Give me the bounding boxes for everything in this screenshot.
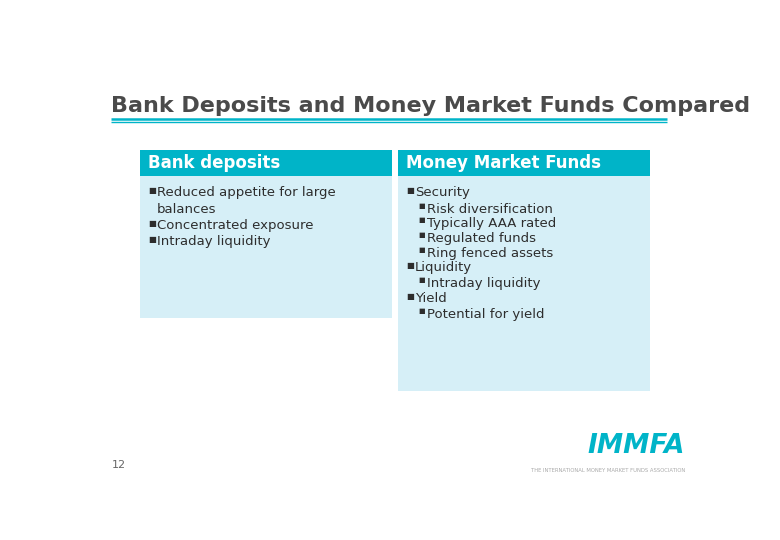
Text: Bank deposits: Bank deposits xyxy=(148,153,280,172)
Text: Bank Deposits and Money Market Funds Compared: Bank Deposits and Money Market Funds Com… xyxy=(112,96,750,116)
Text: Regulated funds: Regulated funds xyxy=(427,232,536,245)
Text: Security: Security xyxy=(415,186,470,199)
Text: ■: ■ xyxy=(418,308,425,314)
Text: ■: ■ xyxy=(406,292,414,301)
Text: Ring fenced assets: Ring fenced assets xyxy=(427,247,553,260)
Text: ■: ■ xyxy=(418,232,425,238)
Text: Potential for yield: Potential for yield xyxy=(427,308,544,321)
Text: ■: ■ xyxy=(148,235,156,244)
Text: ■: ■ xyxy=(148,186,156,195)
Text: Intraday liquidity: Intraday liquidity xyxy=(427,278,541,291)
Text: Money Market Funds: Money Market Funds xyxy=(406,153,601,172)
FancyBboxPatch shape xyxy=(140,176,392,318)
Text: ■: ■ xyxy=(418,247,425,253)
Text: 12: 12 xyxy=(112,460,126,470)
Text: Risk diversification: Risk diversification xyxy=(427,202,553,215)
Text: balances: balances xyxy=(158,202,217,215)
Text: ■: ■ xyxy=(418,202,425,208)
Text: ■: ■ xyxy=(406,186,414,195)
FancyBboxPatch shape xyxy=(399,176,650,392)
Text: Yield: Yield xyxy=(415,292,447,305)
Text: Concentrated exposure: Concentrated exposure xyxy=(158,219,314,232)
Text: ■: ■ xyxy=(406,261,414,270)
Text: Reduced appetite for large: Reduced appetite for large xyxy=(158,186,336,199)
Text: Liquidity: Liquidity xyxy=(415,261,473,274)
FancyBboxPatch shape xyxy=(399,150,650,176)
Text: IMMFA: IMMFA xyxy=(587,433,685,459)
Text: Typically AAA rated: Typically AAA rated xyxy=(427,217,556,230)
Text: Intraday liquidity: Intraday liquidity xyxy=(158,235,271,248)
Text: ■: ■ xyxy=(418,217,425,223)
Text: THE INTERNATIONAL MONEY MARKET FUNDS ASSOCIATION: THE INTERNATIONAL MONEY MARKET FUNDS ASS… xyxy=(530,468,685,473)
FancyBboxPatch shape xyxy=(140,150,392,176)
Text: ■: ■ xyxy=(418,278,425,284)
Text: ■: ■ xyxy=(148,219,156,228)
